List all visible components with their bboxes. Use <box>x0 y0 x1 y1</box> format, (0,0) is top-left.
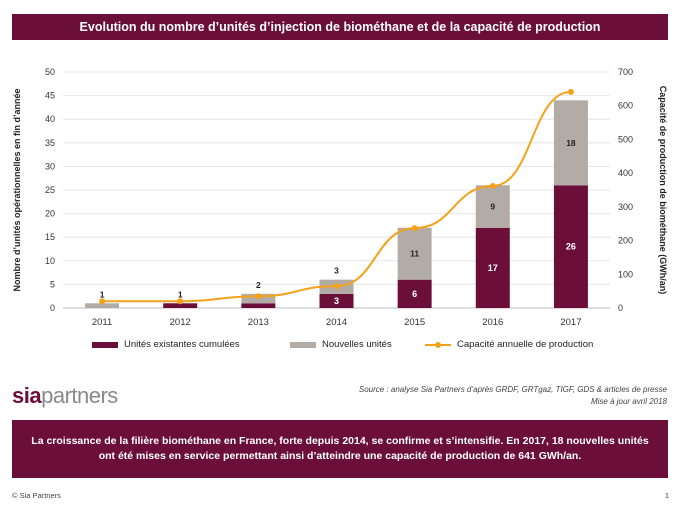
x-tick-label: 2015 <box>404 317 425 328</box>
x-tick-label: 2011 <box>92 317 112 328</box>
x-tick-label: 2017 <box>560 317 581 328</box>
copyright: © Sia Partners <box>12 491 61 500</box>
y2-tick-label: 500 <box>618 134 633 144</box>
legend-swatch-new <box>290 341 316 348</box>
page-number: 1 <box>664 491 669 500</box>
y-tick-label: 35 <box>45 138 55 148</box>
y-tick-label: 5 <box>50 279 55 289</box>
sia-partners-logo: siapartners <box>12 383 118 408</box>
data-label-new: 1 <box>100 289 105 299</box>
y2-tick-label: 700 <box>618 67 633 77</box>
legend-label-existing: Unités existantes cumulées <box>124 339 240 350</box>
y-tick-label: 20 <box>45 209 55 219</box>
data-label-existing: 26 <box>566 242 576 252</box>
y-tick-label: 25 <box>45 185 55 195</box>
bar-existing <box>319 293 354 308</box>
y-tick-label: 0 <box>50 303 55 313</box>
legend-swatch-capacity <box>425 341 451 348</box>
bar-existing <box>475 227 510 308</box>
legend-swatch-existing <box>92 341 118 348</box>
x-tick-label: 2014 <box>326 317 347 328</box>
bar-new <box>397 227 432 280</box>
legend-label-new: Nouvelles unités <box>322 339 392 350</box>
data-label-new: 18 <box>566 138 576 148</box>
y2-axis-title: Capacité de production de biométhane (GW… <box>658 86 668 295</box>
x-tick-label: 2012 <box>170 317 191 328</box>
bar-existing <box>241 303 276 308</box>
combo-chart: 0510152025303540455001002003004005006007… <box>12 67 668 328</box>
data-label-new: 2 <box>256 280 261 290</box>
bar-existing <box>397 279 432 308</box>
y-tick-label: 15 <box>45 232 55 242</box>
legend-item-capacity: Capacité annuelle de production <box>425 339 593 350</box>
data-label-existing: 6 <box>412 289 417 299</box>
data-label-new: 11 <box>410 249 419 259</box>
capacity-point <box>567 88 574 95</box>
y2-tick-label: 600 <box>618 101 633 111</box>
x-tick-label: 2013 <box>248 317 269 328</box>
y-tick-label: 40 <box>45 114 55 124</box>
y-tick-label: 10 <box>45 256 55 266</box>
data-label-new: 3 <box>334 266 339 276</box>
y-axis-title: Nombre d’unités opérationnelles en fin d… <box>12 88 22 291</box>
bar-new <box>553 100 588 186</box>
capacity-point <box>177 298 184 305</box>
y2-tick-label: 200 <box>618 236 633 246</box>
legend-item-existing: Unités existantes cumulées <box>92 339 240 350</box>
y2-tick-label: 400 <box>618 168 633 178</box>
y-tick-label: 30 <box>45 161 55 171</box>
capacity-point <box>255 293 262 300</box>
data-label-existing: 17 <box>488 263 498 273</box>
chart-title: Evolution du nombre d’unités d’injection… <box>12 14 668 40</box>
y2-tick-label: 300 <box>618 202 633 212</box>
y-tick-label: 45 <box>45 91 55 101</box>
y2-tick-label: 100 <box>618 269 633 279</box>
source-text: Source : analyse Sia Partners d’après GR… <box>358 385 667 394</box>
capacity-point <box>489 182 496 189</box>
bar-new <box>475 185 510 228</box>
source-note: Source : analyse Sia Partners d’après GR… <box>359 384 667 408</box>
data-label-existing: 3 <box>334 296 339 306</box>
legend-item-new: Nouvelles unités <box>290 339 392 350</box>
x-tick-label: 2016 <box>482 317 503 328</box>
capacity-point <box>333 283 340 290</box>
y2-tick-label: 0 <box>618 303 623 313</box>
conclusion-banner: La croissance de la filière biométhane e… <box>12 420 668 478</box>
legend-label-capacity: Capacité annuelle de production <box>457 339 594 350</box>
bar-existing <box>553 185 588 308</box>
data-label-new: 9 <box>490 202 495 212</box>
capacity-point <box>411 225 418 232</box>
y-tick-label: 50 <box>45 67 55 77</box>
capacity-point <box>99 298 106 305</box>
update-date: Mise à jour avril 2018 <box>590 397 667 406</box>
bar-new <box>85 303 120 308</box>
series-line-capacity <box>102 90 571 303</box>
data-label-new: 1 <box>178 289 183 299</box>
bar-existing <box>163 303 198 308</box>
